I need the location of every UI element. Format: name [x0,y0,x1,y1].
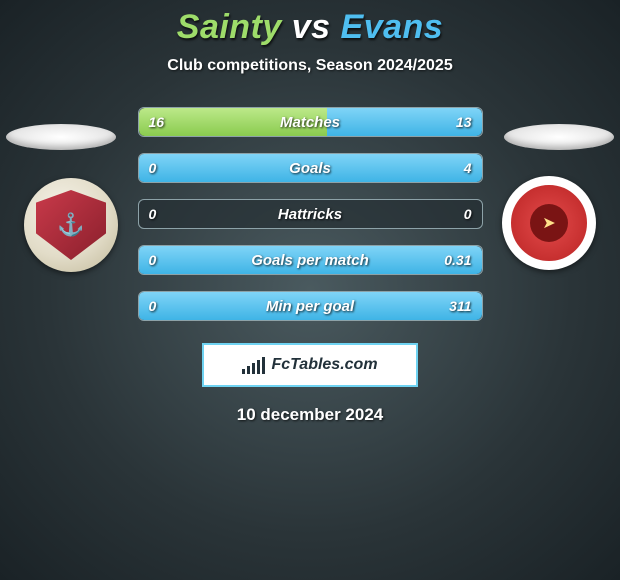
stat-row-goals: 0 Goals 4 [138,153,483,183]
shield-icon: ⚓ [36,190,106,260]
stat-value-right: 0.31 [444,246,471,274]
stat-value-right: 13 [456,108,472,136]
vs-label: vs [292,8,331,46]
club-crest-left: ⚓ [24,178,118,272]
stat-label: Min per goal [139,292,482,320]
page-title: Sainty vs Evans [0,0,620,47]
player1-name: Sainty [177,8,282,46]
ring-icon: ➤ [508,182,590,264]
player2-avatar-placeholder [504,124,614,150]
date-label: 10 december 2024 [0,405,620,425]
stat-label: Goals per match [139,246,482,274]
brand-badge: FcTables.com [202,343,418,387]
stat-row-min-per-goal: 0 Min per goal 311 [138,291,483,321]
stat-row-hattricks: 0 Hattricks 0 [138,199,483,229]
stat-label: Goals [139,154,482,182]
stat-value-right: 4 [464,154,472,182]
club-crest-right: ➤ [502,176,596,270]
stat-row-goals-per-match: 0 Goals per match 0.31 [138,245,483,275]
brand-text: FcTables.com [271,356,377,374]
bars-icon [242,356,265,374]
player1-avatar-placeholder [6,124,116,150]
subtitle: Club competitions, Season 2024/2025 [0,57,620,75]
archer-icon: ➤ [530,204,568,242]
stat-label: Matches [139,108,482,136]
stat-value-right: 0 [464,200,472,228]
stat-label: Hattricks [139,200,482,228]
player2-name: Evans [341,8,444,46]
stat-row-matches: 16 Matches 13 [138,107,483,137]
comparison-infographic: Sainty vs Evans Club competitions, Seaso… [0,0,620,580]
stat-value-right: 311 [449,292,471,320]
